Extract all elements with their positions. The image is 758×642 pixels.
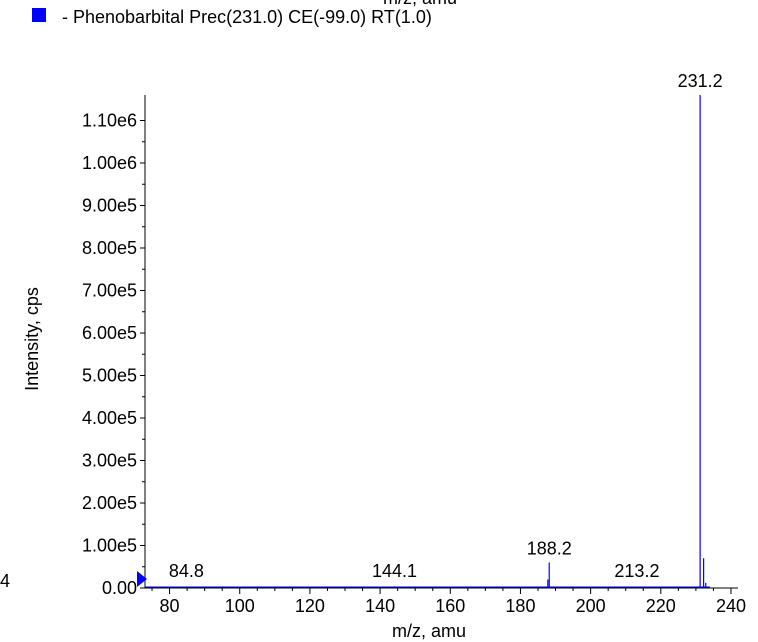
x-tick-label: 220 [646, 596, 676, 616]
x-tick-label: 120 [295, 596, 325, 616]
x-tick-label: 80 [160, 596, 180, 616]
y-tick-label: 1.00e6 [82, 153, 137, 173]
legend-label: - Phenobarbital Prec(231.0) CE(-99.0) RT… [62, 7, 432, 27]
top-cutoff-label: m/z, amu [383, 0, 457, 8]
x-tick-label: 160 [435, 596, 465, 616]
x-axis-title: m/z, amu [392, 621, 466, 641]
y-tick-label: 9.00e5 [82, 196, 137, 216]
x-tick-label: 180 [505, 596, 535, 616]
peak-label: 213.2 [614, 561, 659, 581]
left-cut-label: 4 [0, 571, 10, 591]
y-tick-label: 6.00e5 [82, 323, 137, 343]
x-tick-label: 140 [365, 596, 395, 616]
y-tick-label: 1.00e5 [82, 536, 137, 556]
origin-marker-icon [137, 571, 147, 587]
x-tick-label: 200 [576, 596, 606, 616]
y-tick-label: 8.00e5 [82, 238, 137, 258]
y-tick-label: 1.10e6 [82, 111, 137, 131]
y-tick-label: 5.00e5 [82, 366, 137, 386]
peak-label: 144.1 [372, 561, 417, 581]
peak-label: 84.8 [169, 561, 204, 581]
y-tick-label: 0.00 [102, 578, 137, 598]
legend-swatch [32, 8, 46, 22]
y-tick-label: 2.00e5 [82, 493, 137, 513]
x-tick-label: 240 [716, 596, 746, 616]
peak-label: 231.2 [678, 71, 723, 91]
y-tick-label: 7.00e5 [82, 281, 137, 301]
y-axis-title: Intensity, cps [22, 287, 42, 391]
x-tick-label: 100 [225, 596, 255, 616]
peak-label: 188.2 [527, 539, 572, 559]
y-tick-label: 3.00e5 [82, 451, 137, 471]
y-tick-label: 4.00e5 [82, 408, 137, 428]
